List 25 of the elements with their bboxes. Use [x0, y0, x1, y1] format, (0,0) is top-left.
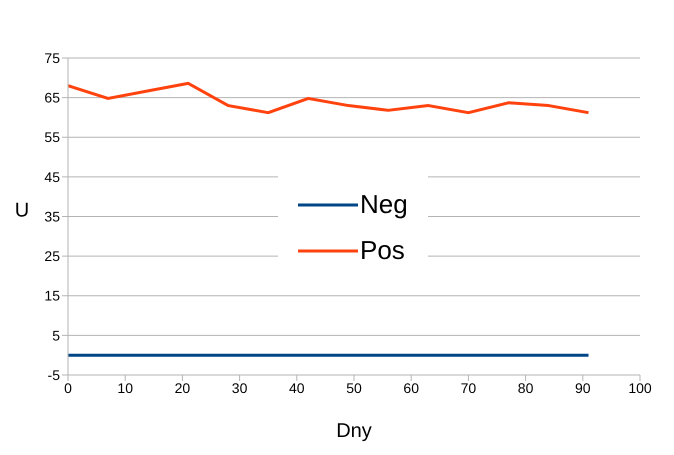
x-tick-label: 80	[518, 380, 534, 396]
y-tick-label: 45	[44, 168, 60, 185]
x-tick-label: 30	[232, 380, 248, 396]
x-tick-label: 20	[174, 380, 190, 396]
x-tick-label: 10	[117, 380, 134, 396]
legend-label: Neg	[360, 189, 408, 220]
y-tick-label: 75	[44, 50, 60, 66]
y-tick-label: 65	[44, 90, 60, 106]
y-tick-label: 55	[44, 129, 60, 146]
x-tick-label: 0	[64, 380, 72, 396]
x-tick-label: 70	[460, 380, 476, 396]
y-tick-label: 5	[52, 327, 60, 344]
y-tick-label: 35	[44, 208, 60, 224]
x-tick-label: 40	[289, 380, 305, 396]
x-tick-label: 60	[403, 380, 420, 396]
y-tick-label: 15	[44, 288, 60, 304]
legend-label: Pos	[360, 235, 405, 266]
x-tick-label: 50	[346, 380, 362, 396]
line-series	[68, 82, 590, 114]
x-axis-title: Dny	[336, 420, 372, 442]
y-tick-label: -5	[48, 366, 60, 383]
y-tick-label: 25	[44, 248, 60, 264]
x-tick-label: 100	[628, 380, 652, 396]
x-tick-label: 90	[575, 380, 591, 396]
y-axis-title: U	[14, 200, 30, 222]
